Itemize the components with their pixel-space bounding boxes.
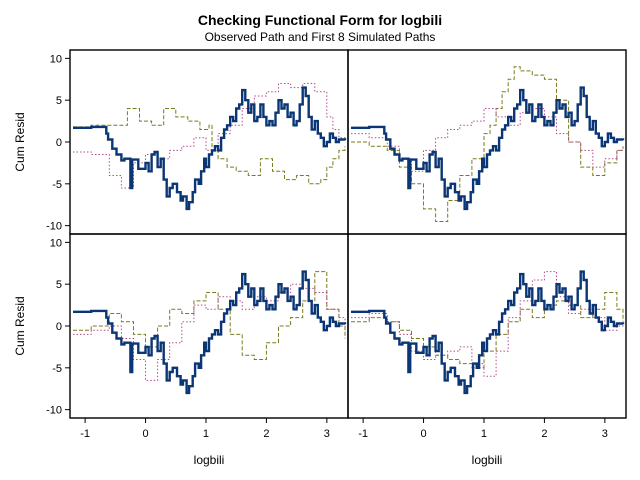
y-tick-label: 10 [50,237,62,249]
y-tick-label: 5 [56,95,62,107]
y-tick-label: 0 [56,137,62,149]
x-tick-label: 2 [541,428,547,440]
observed-path [351,270,625,395]
y-axis-1: -10 -5 0 5 10 Cum Resid [13,53,70,233]
x-tick-label: 0 [420,428,426,440]
x-tick-label: 1 [481,428,487,440]
y-axis-label: Cum Resid [13,296,27,355]
chart-subtitle: Observed Path and First 8 Simulated Path… [205,30,436,44]
observed-path [73,270,347,395]
panel-2 [347,49,627,235]
y-axis-2: -10 -5 0 5 10 Cum Resid [13,237,70,417]
simulated-path-1 [351,66,624,222]
panel-4 [347,233,627,419]
panel-lines [351,66,625,222]
x-tick-label: -1 [358,428,368,440]
x-tick-label: 0 [142,428,148,440]
panel-lines [73,83,347,211]
simulated-path-2 [351,271,624,377]
simulated-path-1 [73,108,346,185]
y-tick-label: 5 [56,279,62,291]
x-axis-label: logbili [194,453,225,467]
y-tick-label: -5 [52,179,62,191]
simulated-path-1 [351,292,624,369]
y-tick-label: 0 [56,321,62,333]
x-tick-label: 3 [324,428,330,440]
observed-path [351,86,625,211]
x-axis-label: logbili [472,453,503,467]
panel-grid [69,49,627,419]
panel-1 [69,49,349,235]
x-tick-label: 2 [263,428,269,440]
y-tick-label: -10 [46,405,62,417]
x-tick-label: 3 [602,428,608,440]
y-axis-label: Cum Resid [13,112,27,171]
x-tick-label: 1 [203,428,209,440]
y-tick-label: -5 [52,363,62,375]
panel-frame [347,233,627,419]
observed-path [73,86,347,211]
panel-lines [73,270,347,395]
panel-lines [351,270,625,395]
x-axis-1: -1 0 1 2 3 logbili [80,418,330,467]
simulated-path-2 [351,108,624,172]
panel-3 [69,233,349,419]
x-tick-label: -1 [80,428,90,440]
y-tick-label: -10 [46,221,62,233]
chart-title: Checking Functional Form for logbili [198,12,442,28]
simulated-path-2 [73,83,346,189]
simulated-path-2 [73,283,346,381]
x-axis-2: -1 0 1 2 3 logbili [358,418,608,467]
y-tick-label: 10 [50,53,62,65]
